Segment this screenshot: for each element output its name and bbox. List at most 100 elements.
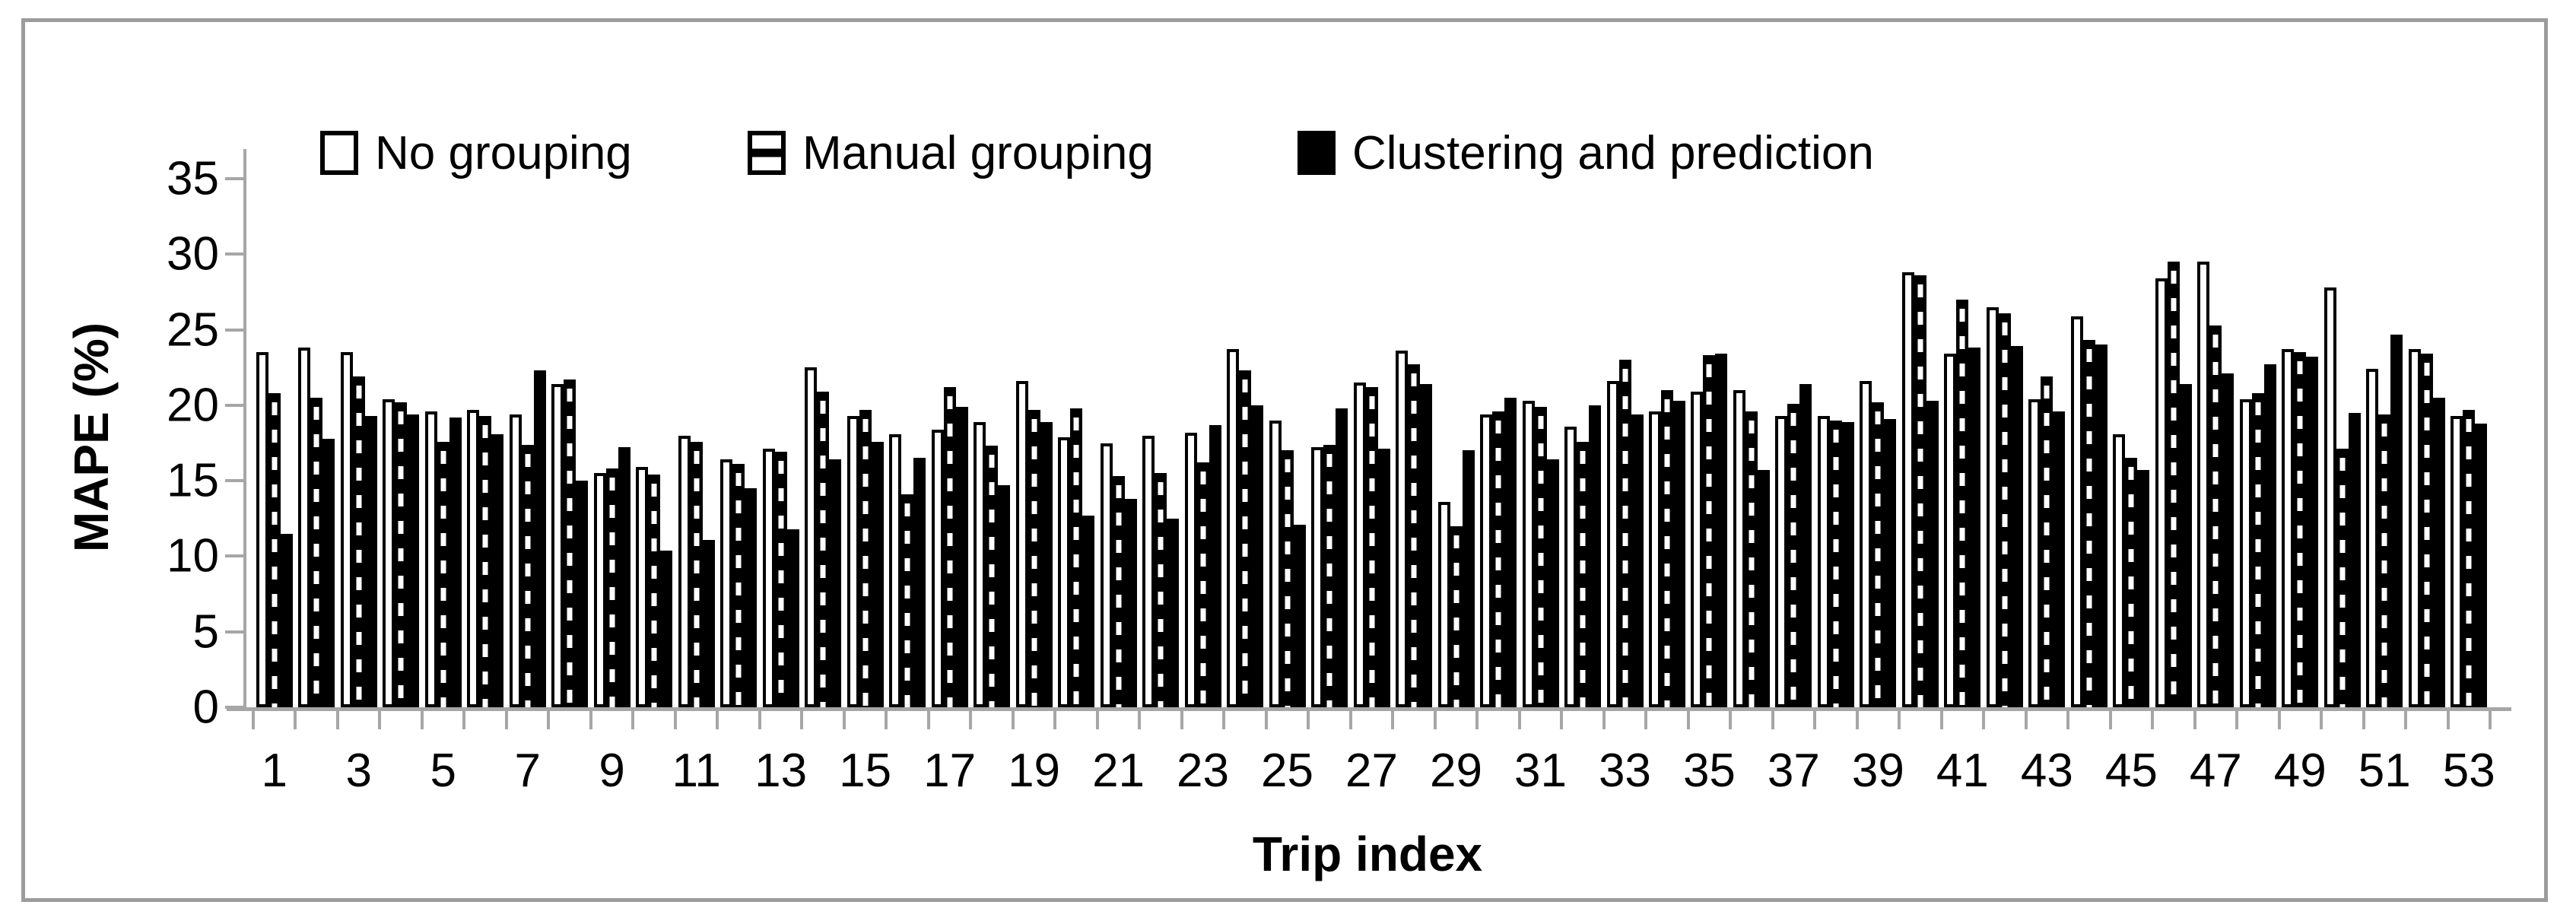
bar-white-trip-43 (2028, 398, 2041, 707)
bar-white-trip-31 (1522, 400, 1535, 707)
bar-group-trip-14 (802, 179, 843, 707)
bar-striped-trip-43 (2041, 376, 2053, 707)
bar-white-trip-29 (1437, 501, 1450, 707)
bar-striped-trip-34 (1660, 390, 1673, 707)
bar-white-trip-16 (889, 433, 902, 707)
bar-striped-trip-49 (2294, 352, 2307, 707)
bar-group-trip-13 (760, 179, 802, 707)
y-tick-mark (225, 403, 245, 407)
y-tick-mark (225, 328, 245, 332)
bar-white-trip-5 (424, 411, 437, 707)
legend-swatch-black-icon (1298, 131, 1336, 175)
bar-group-trip-15 (844, 179, 886, 707)
bar-white-trip-26 (1311, 447, 1324, 707)
bar-striped-trip-1 (268, 392, 281, 707)
bar-white-trip-1 (256, 352, 268, 707)
bar-striped-trip-46 (2167, 262, 2180, 707)
bar-group-trip-24 (1224, 179, 1266, 707)
bar-group-trip-33 (1604, 179, 1646, 707)
y-tick-mark (225, 630, 245, 633)
bar-group-trip-34 (1646, 179, 1688, 707)
bar-striped-trip-20 (1070, 408, 1083, 707)
bar-striped-trip-5 (437, 441, 449, 707)
bar-group-trip-10 (633, 179, 675, 707)
bar-group-trip-23 (1182, 179, 1224, 707)
x-axis-title: Trip index (1252, 827, 1483, 881)
bar-striped-trip-22 (1155, 473, 1167, 707)
y-tick-label: 15 (167, 454, 219, 507)
bar-group-trip-21 (1097, 179, 1139, 707)
x-tick-label: 19 (1008, 745, 1061, 797)
bar-group-trip-27 (1351, 179, 1393, 707)
x-tick-label: 21 (1092, 745, 1145, 797)
x-tick-label: 7 (514, 745, 541, 797)
bar-striped-trip-40 (1914, 275, 1926, 707)
bar-black-trip-20 (1082, 515, 1095, 707)
bar-striped-trip-44 (2082, 340, 2095, 707)
x-tick-mark (2362, 710, 2365, 729)
bar-striped-trip-39 (1872, 402, 1885, 707)
x-tick-label: 23 (1177, 745, 1230, 797)
bar-white-trip-45 (2113, 433, 2126, 707)
bar-white-trip-32 (1564, 426, 1577, 707)
bar-striped-trip-23 (1196, 462, 1209, 707)
bar-striped-trip-2 (310, 397, 323, 707)
bar-group-trip-20 (1055, 179, 1097, 707)
bar-black-trip-24 (1251, 405, 1264, 707)
bar-striped-trip-38 (1829, 420, 1842, 707)
legend-label: Manual grouping (802, 126, 1154, 179)
bar-group-trip-22 (1139, 179, 1181, 707)
y-tick-mark (225, 554, 245, 558)
x-tick-mark (1855, 710, 1859, 729)
bar-black-trip-9 (618, 447, 631, 707)
bar-striped-trip-18 (986, 446, 999, 707)
bar-white-trip-17 (931, 429, 944, 707)
bar-white-trip-50 (2323, 287, 2336, 707)
bar-white-trip-35 (1691, 392, 1704, 707)
bar-striped-trip-35 (1703, 355, 1716, 707)
bar-black-trip-2 (322, 438, 335, 707)
bar-group-trip-9 (591, 179, 633, 707)
bar-black-trip-19 (1040, 421, 1053, 707)
x-tick-label: 13 (754, 745, 808, 797)
bar-group-trip-5 (422, 179, 464, 707)
bar-black-trip-13 (786, 529, 799, 707)
x-tick-label: 37 (1767, 745, 1820, 797)
x-tick-mark (2108, 710, 2112, 729)
bar-black-trip-15 (871, 441, 884, 707)
bar-white-trip-24 (1227, 349, 1240, 707)
x-tick-mark (252, 710, 255, 729)
bar-striped-trip-12 (732, 464, 745, 707)
bar-black-trip-33 (1631, 414, 1644, 707)
plot-area (253, 179, 2490, 707)
x-tick-mark (1982, 710, 1986, 729)
y-tick-label: 30 (167, 227, 219, 281)
x-tick-label: 41 (1936, 745, 1989, 797)
x-tick-label: 15 (839, 745, 892, 797)
bar-group-trip-25 (1266, 179, 1308, 707)
bar-black-trip-37 (1799, 384, 1812, 707)
bar-black-trip-46 (2179, 384, 2192, 707)
x-tick-mark (716, 710, 719, 729)
bar-white-trip-37 (1775, 415, 1788, 707)
bar-striped-trip-32 (1577, 441, 1590, 707)
bar-group-trip-52 (2406, 179, 2447, 707)
x-tick-mark (2489, 710, 2492, 729)
x-tick-mark (1222, 710, 1226, 729)
x-tick-mark (1475, 710, 1479, 729)
bar-white-trip-30 (1480, 414, 1493, 707)
bar-black-trip-42 (2010, 346, 2023, 707)
bar-white-trip-39 (1860, 381, 1872, 707)
bar-group-trip-46 (2152, 179, 2194, 707)
bar-black-trip-7 (533, 370, 546, 707)
bar-group-trip-37 (1772, 179, 1814, 707)
x-tick-mark (1180, 710, 1183, 729)
bar-group-trip-35 (1688, 179, 1730, 707)
bar-group-trip-49 (2279, 179, 2320, 707)
legend-item-striped: Manual grouping (748, 124, 1154, 182)
bar-group-trip-4 (380, 179, 421, 707)
x-tick-mark (420, 710, 424, 729)
bar-white-trip-11 (678, 435, 691, 707)
bar-striped-trip-37 (1787, 403, 1800, 707)
bar-group-trip-2 (295, 179, 337, 707)
